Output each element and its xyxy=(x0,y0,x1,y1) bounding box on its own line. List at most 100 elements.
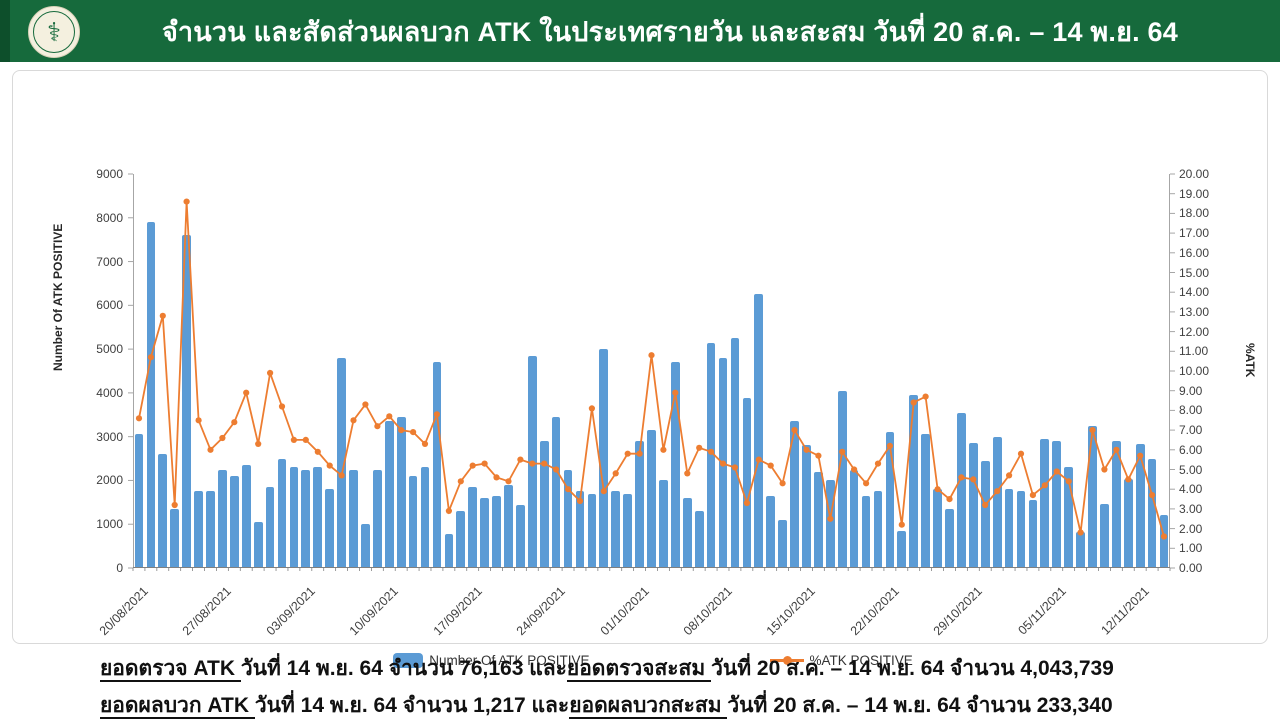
percent-atk-marker xyxy=(338,472,345,479)
bar-atk-positive xyxy=(1135,444,1145,568)
x-axis-tick-label: 29/10/2021 xyxy=(931,584,986,639)
bar-atk-positive xyxy=(361,524,370,568)
x-axis-tick-label: 24/09/2021 xyxy=(513,584,569,639)
bar-atk-positive xyxy=(539,441,549,568)
percent-atk-marker xyxy=(1017,450,1025,457)
bar-atk-positive xyxy=(420,467,430,568)
bar-atk-positive xyxy=(909,395,919,568)
bar-atk-positive xyxy=(480,497,489,568)
bar-atk-positive xyxy=(146,222,156,568)
bar-atk-positive xyxy=(444,533,454,568)
percent-atk-marker xyxy=(171,501,178,509)
percent-atk-marker xyxy=(505,478,512,485)
legend-item: Number Of ATK POSITIVE xyxy=(393,653,590,668)
right-axis-tick-label: 2.00 xyxy=(1179,521,1203,536)
percent-atk-marker xyxy=(970,476,977,483)
right-axis-tick-label: 1.00 xyxy=(1179,541,1203,556)
footer-line-positives: ยอดผลบวก ATK วันที่ 14 พ.ย. 64 จำนวน 1,2… xyxy=(100,687,1220,720)
percent-atk-marker xyxy=(982,501,989,509)
bar-atk-positive xyxy=(861,495,871,568)
percent-atk-marker xyxy=(326,462,333,469)
bar-atk-positive xyxy=(694,511,704,568)
left-axis-tick-label: 4000 xyxy=(96,385,123,400)
bar-atk-positive xyxy=(396,416,406,568)
bar-atk-positive xyxy=(325,489,335,568)
bar-atk-positive xyxy=(992,436,1002,568)
right-axis-tick-label: 17.00 xyxy=(1179,226,1210,241)
percent-atk-marker xyxy=(851,466,858,473)
bar-atk-positive xyxy=(372,469,382,568)
left-axis-tick-label: 2000 xyxy=(96,473,123,488)
right-axis-tick-label: 18.00 xyxy=(1179,206,1210,221)
percent-atk-marker xyxy=(719,460,727,467)
left-axis-tick-label: 9000 xyxy=(96,167,123,181)
bar-atk-positive xyxy=(706,342,716,568)
bar-atk-positive xyxy=(1076,532,1085,568)
bar-atk-positive xyxy=(170,508,180,568)
percent-atk-marker xyxy=(493,474,500,481)
bar-atk-positive xyxy=(277,458,287,568)
percent-atk-marker xyxy=(803,446,810,453)
bar-atk-positive xyxy=(384,421,394,568)
bar-atk-positive xyxy=(659,480,668,568)
percent-atk-marker xyxy=(600,488,607,495)
bar-atk-positive xyxy=(492,495,501,568)
percent-atk-marker xyxy=(517,456,524,463)
bar-atk-positive xyxy=(837,390,847,568)
left-axis-tick-label: 1000 xyxy=(96,517,123,532)
percent-atk-marker xyxy=(863,480,870,487)
bar-atk-positive xyxy=(897,530,907,568)
bar-atk-positive xyxy=(1040,438,1050,568)
bar-atk-positive xyxy=(206,491,215,568)
bar-atk-positive xyxy=(456,511,466,568)
percent-atk-marker xyxy=(886,442,894,449)
percent-atk-marker xyxy=(469,462,476,469)
bar-atk-positive xyxy=(575,491,585,568)
percent-atk-marker xyxy=(195,417,202,424)
right-axis-tick-label: 5.00 xyxy=(1179,462,1203,477)
bar-atk-positive xyxy=(1123,479,1133,568)
bar-atk-positive xyxy=(468,487,478,568)
percent-atk-marker xyxy=(290,436,297,443)
bar-atk-positive xyxy=(265,487,275,568)
percent-atk-marker xyxy=(147,354,154,361)
bar-atk-positive xyxy=(194,491,203,568)
left-axis-tick-label: 3000 xyxy=(96,429,123,444)
bar-atk-positive xyxy=(1147,459,1157,568)
percent-atk-marker xyxy=(1041,482,1048,489)
percent-atk-marker xyxy=(1006,472,1013,479)
bar-atk-positive xyxy=(980,460,990,568)
percent-atk-marker xyxy=(374,423,381,430)
bar-atk-positive xyxy=(289,467,299,568)
bar-atk-positive xyxy=(825,480,835,568)
x-axis-tick-label: 05/11/2021 xyxy=(1015,584,1069,638)
footer-underlined-term: ยอดตรวจ ATK xyxy=(100,657,241,682)
right-axis-tick-label: 9.00 xyxy=(1179,383,1203,398)
bar-atk-positive xyxy=(182,235,191,568)
percent-atk-marker xyxy=(898,521,905,528)
legend-item: %ATK POSITIVE xyxy=(769,653,913,668)
percent-atk-marker xyxy=(636,450,643,457)
percent-atk-marker xyxy=(1137,452,1144,459)
percent-atk-marker xyxy=(827,515,834,522)
bar-atk-positive xyxy=(921,434,930,568)
percent-atk-marker xyxy=(672,389,679,396)
percent-atk-marker xyxy=(410,429,417,436)
percent-atk-marker xyxy=(433,411,440,418)
x-axis-tick-label: 08/10/2021 xyxy=(680,584,735,639)
bar-atk-positive xyxy=(873,491,883,568)
bar-atk-positive xyxy=(516,504,525,568)
percent-atk-marker xyxy=(362,401,369,408)
percent-atk-marker xyxy=(755,456,762,463)
legend-bar-swatch xyxy=(393,653,424,668)
right-axis-tick-label: 15.00 xyxy=(1179,265,1210,280)
percent-atk-marker xyxy=(624,450,631,457)
left-axis-tick-label: 0 xyxy=(116,561,123,575)
percent-atk-marker xyxy=(207,446,214,453)
bar-atk-positive xyxy=(301,469,311,568)
percent-atk-marker xyxy=(398,427,405,434)
bar-atk-positive xyxy=(253,522,263,568)
percent-atk-marker xyxy=(731,464,739,471)
left-axis-tick-label: 6000 xyxy=(96,298,123,313)
percent-atk-marker xyxy=(255,440,262,447)
